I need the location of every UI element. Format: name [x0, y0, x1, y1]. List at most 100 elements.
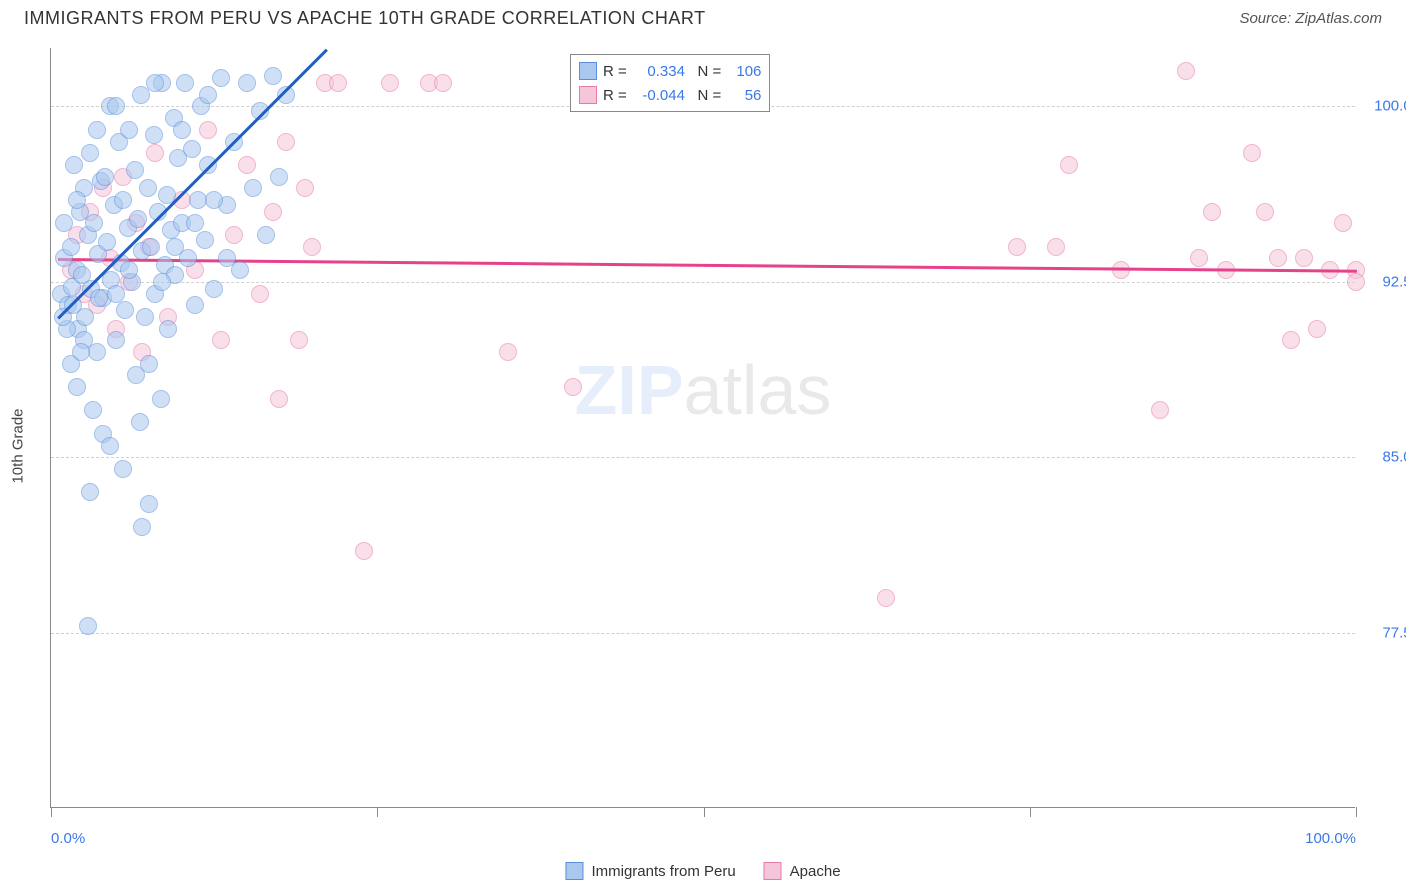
peru-point — [120, 261, 138, 279]
chart-title: IMMIGRANTS FROM PERU VS APACHE 10TH GRAD… — [24, 8, 706, 29]
swatch-icon — [565, 862, 583, 880]
peru-point — [107, 331, 125, 349]
apache-point — [499, 343, 517, 361]
peru-point — [244, 179, 262, 197]
peru-point — [196, 231, 214, 249]
apache-point — [329, 74, 347, 92]
x-tick-label: 0.0% — [51, 830, 85, 847]
apache-point — [1308, 320, 1326, 338]
apache-point — [290, 331, 308, 349]
peru-point — [55, 214, 73, 232]
peru-point — [126, 161, 144, 179]
apache-point — [225, 226, 243, 244]
apache-point — [251, 285, 269, 303]
peru-point — [64, 296, 82, 314]
apache-point — [212, 331, 230, 349]
peru-point — [142, 238, 160, 256]
y-tick-label: 92.5% — [1365, 273, 1406, 290]
peru-point — [199, 86, 217, 104]
apache-point — [1047, 238, 1065, 256]
apache-point — [1177, 62, 1195, 80]
peru-point — [186, 296, 204, 314]
peru-point — [166, 238, 184, 256]
peru-point — [139, 179, 157, 197]
grid-line — [51, 457, 1355, 458]
apache-point — [381, 74, 399, 92]
legend-row: R = -0.044 N = 56 — [579, 83, 761, 107]
apache-point — [199, 121, 217, 139]
x-tick — [1356, 807, 1357, 817]
apache-point — [877, 589, 895, 607]
peru-point — [84, 401, 102, 419]
peru-point — [120, 121, 138, 139]
apache-point — [296, 179, 314, 197]
peru-point — [159, 320, 177, 338]
peru-point — [153, 273, 171, 291]
apache-point — [146, 144, 164, 162]
x-tick — [51, 807, 52, 817]
peru-point — [96, 168, 114, 186]
swatch-icon — [579, 62, 597, 80]
watermark: ZIPatlas — [575, 350, 832, 430]
apache-point — [434, 74, 452, 92]
y-tick-label: 77.5% — [1365, 624, 1406, 641]
apache-point — [1269, 249, 1287, 267]
peru-point — [68, 191, 86, 209]
legend-stats: R = -0.044 N = 56 — [603, 87, 761, 104]
apache-point — [270, 390, 288, 408]
peru-point — [205, 191, 223, 209]
peru-point — [173, 121, 191, 139]
source-label: Source: ZipAtlas.com — [1239, 10, 1382, 27]
x-tick-label: 100.0% — [1305, 830, 1356, 847]
peru-point — [114, 191, 132, 209]
peru-point — [218, 249, 236, 267]
peru-point — [79, 617, 97, 635]
peru-point — [116, 301, 134, 319]
y-tick-label: 85.0% — [1365, 449, 1406, 466]
grid-line — [51, 282, 1355, 283]
x-tick — [377, 807, 378, 817]
apache-point — [1295, 249, 1313, 267]
peru-point — [85, 214, 103, 232]
peru-point — [133, 518, 151, 536]
peru-point — [68, 378, 86, 396]
peru-point — [186, 214, 204, 232]
peru-point — [90, 289, 108, 307]
peru-point — [107, 285, 125, 303]
peru-point — [101, 437, 119, 455]
peru-point — [81, 144, 99, 162]
scatter-plot-area: ZIPatlas 77.5%85.0%92.5%100.0%0.0%100.0% — [50, 48, 1355, 808]
apache-point — [1190, 249, 1208, 267]
apache-point — [303, 238, 321, 256]
legend-stats: R = 0.334 N = 106 — [603, 63, 761, 80]
x-tick — [1030, 807, 1031, 817]
peru-point — [88, 121, 106, 139]
peru-point — [136, 308, 154, 326]
apache-point — [264, 203, 282, 221]
apache-point — [1151, 401, 1169, 419]
legend-item-apache: Apache — [764, 862, 841, 880]
apache-point — [1243, 144, 1261, 162]
apache-point — [355, 542, 373, 560]
apache-point — [1256, 203, 1274, 221]
peru-point — [114, 460, 132, 478]
apache-point — [1334, 214, 1352, 232]
peru-point — [129, 210, 147, 228]
apache-point — [1347, 273, 1365, 291]
peru-point — [264, 67, 282, 85]
peru-point — [107, 97, 125, 115]
apache-trendline — [58, 258, 1356, 272]
legend-row: R = 0.334 N = 106 — [579, 59, 761, 83]
peru-point — [176, 74, 194, 92]
peru-point — [205, 280, 223, 298]
apache-point — [1008, 238, 1026, 256]
legend-label: Apache — [790, 863, 841, 880]
peru-point — [140, 355, 158, 373]
grid-line — [51, 633, 1355, 634]
peru-point — [62, 238, 80, 256]
peru-point — [98, 233, 116, 251]
peru-point — [212, 69, 230, 87]
apache-point — [1112, 261, 1130, 279]
apache-point — [564, 378, 582, 396]
peru-point — [238, 74, 256, 92]
